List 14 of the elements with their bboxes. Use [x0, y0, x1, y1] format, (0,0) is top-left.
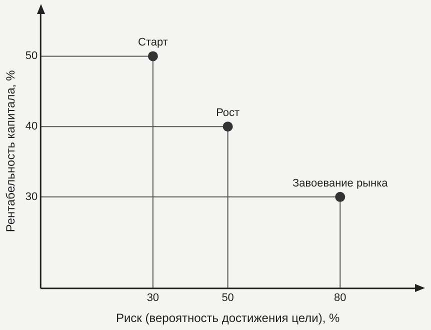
x-axis-title: Риск (вероятность достижения цели), %	[116, 311, 340, 326]
x-tick-label: 50	[222, 292, 234, 304]
y-tick-label: 50	[25, 50, 38, 62]
y-tick-label: 40	[25, 120, 38, 133]
annotation: Завоевание рынка	[292, 177, 389, 190]
annotation: Старт	[138, 36, 168, 49]
point	[222, 122, 233, 132]
x-tick-label: 80	[334, 292, 346, 304]
annotation: Рост	[216, 107, 240, 120]
point	[335, 192, 346, 202]
y-tick-label: 30	[25, 190, 38, 203]
x-tick-label: 30	[146, 292, 160, 304]
point	[148, 51, 158, 62]
y-axis-title: Рентабельность капитала, %	[4, 70, 18, 232]
